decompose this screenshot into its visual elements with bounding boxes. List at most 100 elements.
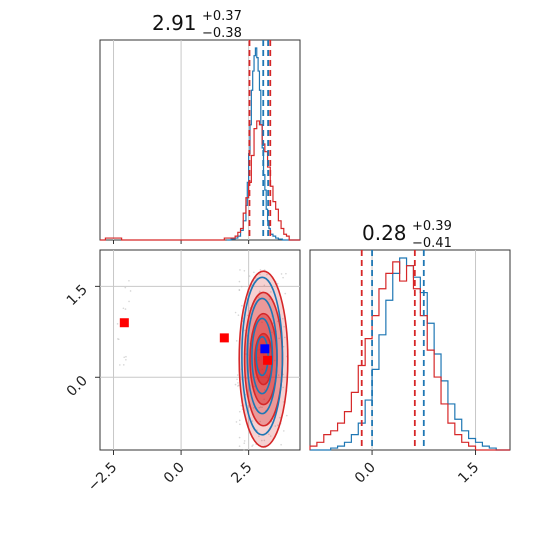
sample-point [124,308,127,310]
sample-point [243,440,246,442]
sample-point [237,314,240,316]
sample-point [238,280,241,283]
sample-point [280,273,283,275]
histogram-2-title-lower: −0.41 [412,236,452,251]
sample-point [125,359,127,361]
histogram-2-xtick-label-0: 0.0 [352,460,379,487]
sample-point [284,292,287,295]
blue-contour-1 [246,297,278,415]
histogram-2-frame [309,249,511,451]
sample-point [239,423,241,426]
sample-point [261,321,263,324]
scatter-xtick-label-1: 0.0 [161,460,188,487]
sample-point [278,337,280,340]
blue-contour-0 [241,276,284,436]
sample-point [277,424,279,426]
sample-point [128,279,130,282]
sample-point [254,277,257,279]
sample-point [282,317,284,320]
sample-point [236,374,239,376]
sample-point [252,444,254,446]
sample-point [277,374,280,376]
histogram-2-xtick-label-1: 1.5 [455,460,482,487]
sample-point [258,406,261,409]
histogram-1-title-upper: +0.37 [202,9,242,24]
sample-point [251,420,254,422]
sample-point [259,269,262,271]
sample-point [238,410,241,413]
sample-point [117,338,119,340]
histogram-2-title-upper: +0.39 [412,219,452,234]
sample-point [282,430,285,432]
sample-point [243,269,246,272]
sample-point [261,439,263,442]
histogram-1-title: 2.91 +0.37 −0.38 [152,9,242,41]
sample-point [245,377,248,380]
sample-point [259,273,261,275]
sample-point [246,314,249,317]
histogram-panel-2: 0.28 +0.39 −0.41 0.0 1.5 [309,219,511,487]
sample-point [129,290,132,292]
sample-point [268,433,270,436]
scatter-ytick-label-1: 0.0 [64,373,91,400]
sample-point [276,282,279,285]
sample-point [240,285,243,288]
sample-point [238,436,241,439]
histogram-2-title: 0.28 +0.39 −0.41 [362,219,452,251]
sample-point [123,356,126,359]
sample-point [124,286,127,289]
sample-point [234,383,237,386]
sample-point [258,435,260,438]
sample-point [252,407,255,409]
sample-point [273,359,276,362]
scatter-xtick-label-0: −2.5 [85,460,120,495]
sample-point [280,443,282,446]
sample-point [245,353,247,355]
sample-point [235,421,238,423]
scatter-xtick-label-2: 2.5 [228,460,255,487]
sample-point [266,273,268,276]
sample-point [240,404,243,407]
sample-point [128,300,130,303]
sample-point [239,269,241,271]
sample-point [125,355,127,358]
scatter-ytick-label-0: 1.5 [64,282,91,309]
sample-point [241,304,243,307]
sample-point [263,439,266,442]
red-square-marker-1 [219,333,229,343]
sample-point [285,272,287,275]
sample-point [243,442,246,444]
sample-point [237,385,239,387]
sample-point [274,425,277,427]
sample-point [116,323,119,325]
histogram-panel-1: 2.91 +0.37 −0.38 [99,9,301,244]
sample-point [263,269,266,271]
red-square-marker-2 [263,355,273,365]
sample-point [259,420,261,423]
sample-point [269,435,272,437]
sample-point [244,329,246,332]
histogram-2-title-value: 0.28 [362,221,407,245]
sample-point [238,289,241,291]
sample-point [263,284,266,287]
blue-contour-2 [251,317,274,395]
histogram-1-series-1 [100,120,300,241]
histogram-2-series-0 [310,257,510,451]
sample-point [271,331,273,334]
sample-point [238,419,241,422]
histogram-2-series-1 [309,261,510,451]
histogram-1-title-lower: −0.38 [202,26,242,41]
sample-point [122,307,125,310]
scatter-frame [99,249,301,451]
sample-point [238,445,241,447]
sample-point [263,389,266,391]
sample-point [253,271,255,274]
sample-point [119,364,121,366]
sample-point [283,325,285,328]
sample-point [251,445,253,447]
sample-point [263,398,265,401]
sample-point [248,275,251,277]
red-square-marker-0 [119,318,129,328]
sample-point [270,291,272,293]
